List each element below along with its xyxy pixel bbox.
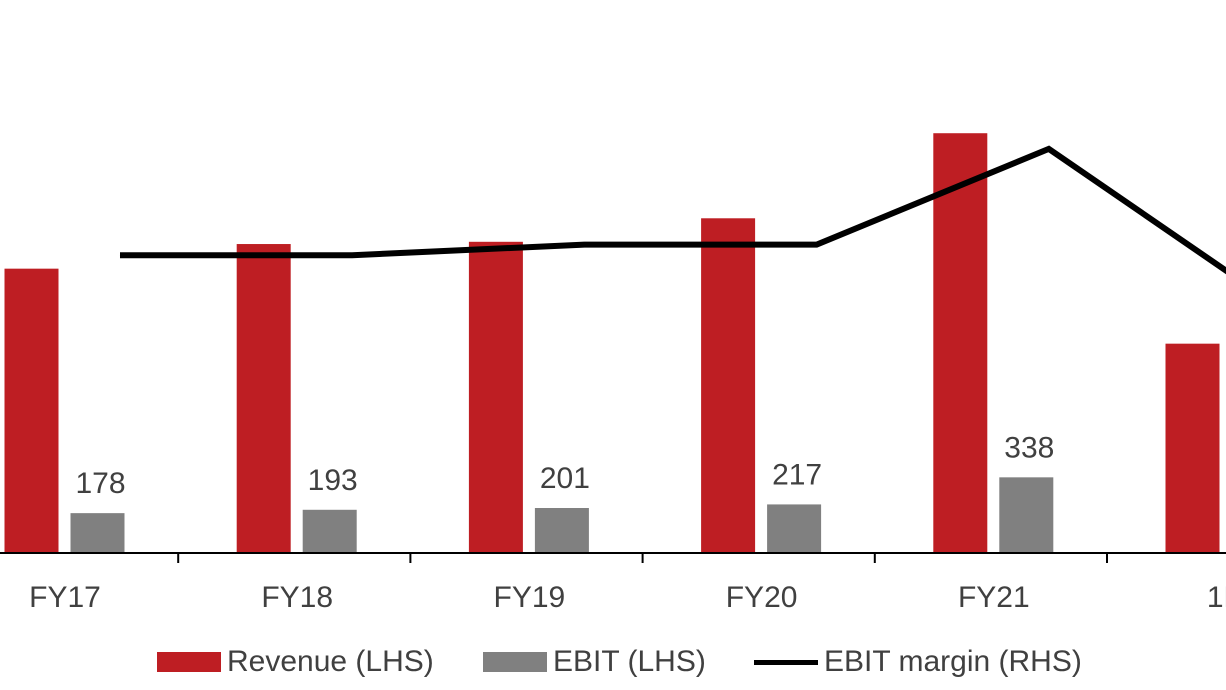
legend-label-revenue: Revenue (LHS): [227, 645, 434, 678]
ebit-data-label: 201: [540, 462, 590, 495]
x-tick-label: FY20: [726, 581, 798, 614]
x-tick-label: 1H: [1207, 581, 1226, 614]
ebit-data-label: 338: [1004, 431, 1054, 464]
legend-item-revenue: Revenue (LHS): [157, 640, 434, 684]
ebit-bar: [534, 507, 589, 553]
legend-item-ebit: EBIT (LHS): [483, 640, 706, 684]
revenue-bar: [4, 268, 59, 553]
ebit-data-label: 178: [75, 467, 125, 500]
legend-swatch-revenue: [157, 652, 221, 672]
ebit-data-label: 217: [772, 458, 822, 491]
ebit-bar: [999, 477, 1054, 553]
legend: Revenue (LHS) EBIT (LHS) EBIT margin (RH…: [0, 640, 1226, 684]
revenue-bar: [468, 241, 523, 553]
ebit-data-label: 193: [308, 464, 358, 497]
revenue-bar: [933, 133, 988, 553]
ebit-bar: [70, 513, 125, 553]
revenue-bar: [236, 244, 291, 553]
legend-label-ebit-margin: EBIT margin (RHS): [824, 645, 1082, 678]
x-tick-label: FY19: [494, 581, 566, 614]
legend-label-ebit: EBIT (LHS): [553, 645, 706, 678]
x-tick-label: FY21: [958, 581, 1030, 614]
legend-swatch-ebit-margin: [754, 659, 818, 665]
chart-svg: 178 FY17 193 FY18 201 FY19 217 FY20 338 FY21 1H: [0, 133, 1226, 614]
ebit-margin-line: [120, 145, 1226, 275]
legend-swatch-ebit: [483, 652, 547, 672]
ebit-bar: [767, 504, 822, 553]
x-tick-label: FY17: [29, 581, 101, 614]
legend-item-ebit-margin: EBIT margin (RHS): [754, 640, 1082, 684]
revenue-bar: [701, 218, 756, 553]
ebit-bar: [302, 509, 357, 553]
revenue-bar: [1165, 343, 1220, 553]
x-tick-label: FY18: [261, 581, 333, 614]
